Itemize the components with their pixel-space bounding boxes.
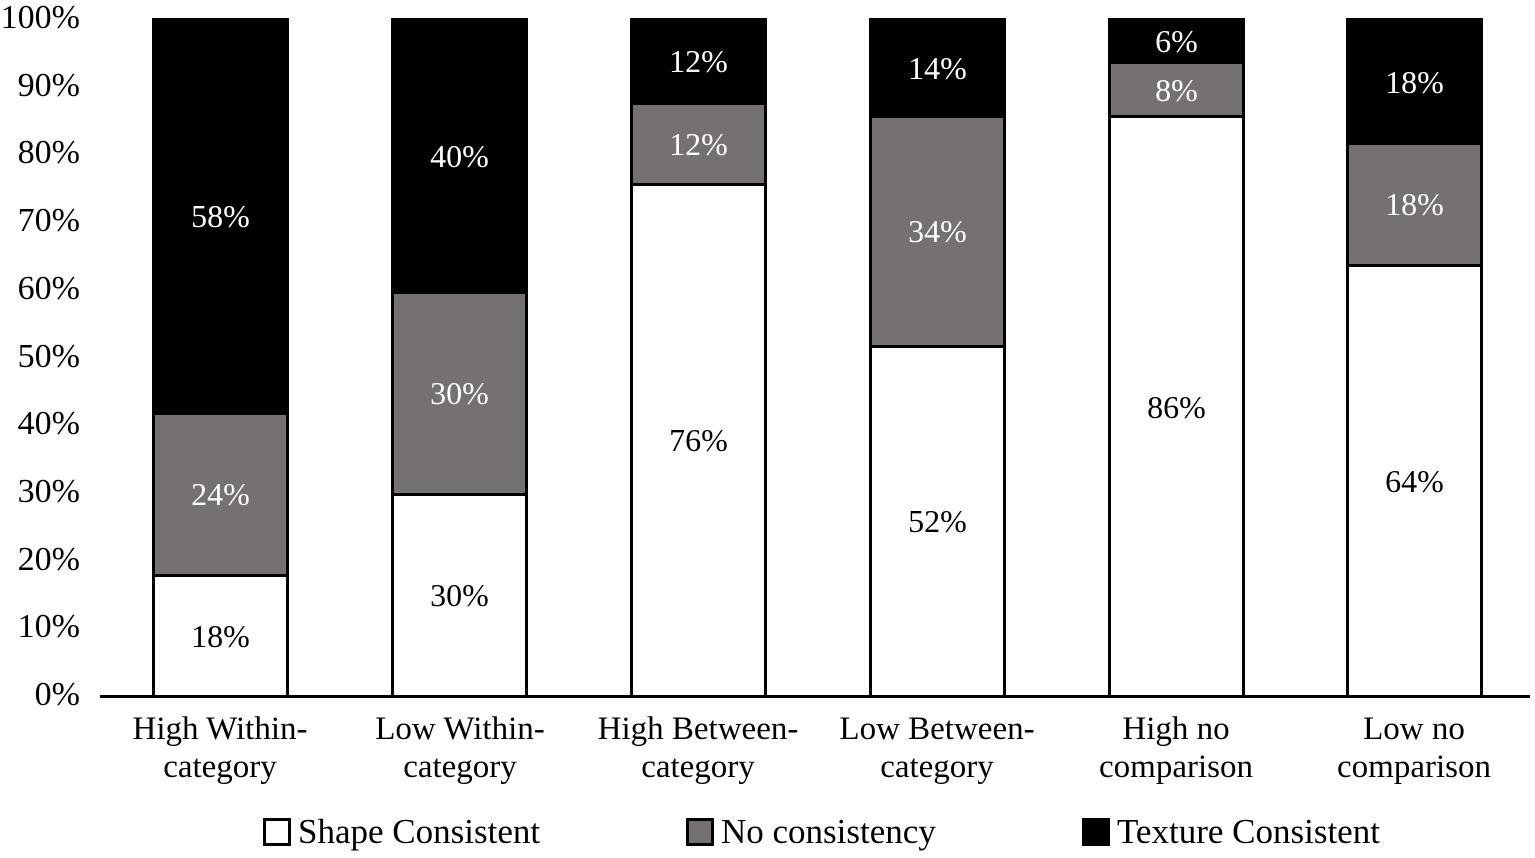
y-axis-tick-label: 20% xyxy=(17,540,80,578)
segment-value-label: 12% xyxy=(669,43,728,80)
y-axis-tick-label: 30% xyxy=(17,472,80,510)
bar-segment-shape-consistent: 76% xyxy=(633,182,764,695)
legend: Shape Consistent No consistency Texture Co… xyxy=(0,814,1535,858)
y-axis-tick-label: 70% xyxy=(17,202,80,240)
bar-segment-shape-consistent: 86% xyxy=(1111,115,1242,695)
category-label-line: Low Within- xyxy=(375,711,545,747)
segment-value-label: 40% xyxy=(430,137,489,174)
category-label-line: category xyxy=(163,749,277,785)
bar-segment-no-consistency: 8% xyxy=(1111,61,1242,116)
legend-item-shape-consistent: Shape Consistent xyxy=(263,814,540,849)
legend-label: Shape Consistent xyxy=(298,812,541,851)
bar-segment-texture-consistent: 40% xyxy=(394,21,525,291)
bar-segment-no-consistency: 24% xyxy=(155,411,286,574)
segment-value-label: 34% xyxy=(908,213,967,250)
plot-area: 58% 24% 18% 40% 30% 30% 12% 12% 76% 14% 34% 52% 6% 8%… xyxy=(100,18,1530,698)
y-axis-tick-label: 0% xyxy=(34,676,80,713)
y-axis-tick-label: 10% xyxy=(17,608,80,646)
y-axis-tick-label: 100% xyxy=(0,0,80,36)
category-label-low-between-category: Low Between-category xyxy=(807,710,1067,786)
bar-segment-no-consistency: 34% xyxy=(872,115,1003,345)
category-label-high-no-comparison: High no comparison xyxy=(1046,710,1306,786)
category-label-line: comparison xyxy=(1337,749,1491,785)
segment-value-label: 52% xyxy=(908,503,967,540)
y-axis-tick-label: 80% xyxy=(17,134,80,172)
legend-swatch-no-consistency xyxy=(686,817,714,846)
bar-low-no-comparison: 18% 18% 64% xyxy=(1346,18,1483,698)
x-axis-line xyxy=(100,695,1530,698)
y-axis: 0% 10% 20% 30% 40% 50% 60% 70% 80% 90% 100% xyxy=(0,1,80,712)
legend-label: Texture Consistent xyxy=(1117,812,1380,851)
segment-value-label: 76% xyxy=(669,422,728,459)
bar-segment-texture-consistent: 14% xyxy=(872,21,1003,116)
segment-value-label: 18% xyxy=(1385,63,1444,100)
legend-item-no-consistency: No consistency xyxy=(686,814,936,849)
legend-swatch-shape-consistent xyxy=(263,817,291,846)
bar-segment-no-consistency: 18% xyxy=(1349,142,1480,264)
bar-segment-shape-consistent: 64% xyxy=(1349,263,1480,695)
bar-segment-shape-consistent: 30% xyxy=(394,492,525,695)
y-axis-tick-label: 50% xyxy=(17,337,80,375)
category-label-line: category xyxy=(641,749,755,785)
segment-value-label: 14% xyxy=(908,50,967,87)
y-axis-tick-label: 60% xyxy=(17,269,80,307)
segment-value-label: 18% xyxy=(1385,186,1444,223)
legend-item-texture-consistent: Texture Consistent xyxy=(1082,814,1380,849)
segment-value-label: 6% xyxy=(1155,23,1198,60)
category-label-line: category xyxy=(403,749,517,785)
category-label-line: Low no xyxy=(1363,711,1465,747)
segment-value-label: 30% xyxy=(430,375,489,412)
category-label-low-within-category: Low Within-category xyxy=(330,710,590,786)
category-label-line: category xyxy=(880,749,994,785)
y-axis-tick-label: 40% xyxy=(17,405,80,443)
legend-swatch-texture-consistent xyxy=(1082,817,1110,846)
bar-segment-texture-consistent: 58% xyxy=(155,21,286,412)
bar-segment-no-consistency: 30% xyxy=(394,290,525,493)
segment-value-label: 8% xyxy=(1155,71,1198,108)
bar-segment-no-consistency: 12% xyxy=(633,101,764,183)
segment-value-label: 18% xyxy=(191,617,250,654)
bar-high-between-category: 12% 12% 76% xyxy=(630,18,767,698)
segment-value-label: 58% xyxy=(191,198,250,235)
segment-value-label: 24% xyxy=(191,476,250,513)
category-label-line: High Between- xyxy=(597,711,799,747)
bar-segment-texture-consistent: 18% xyxy=(1349,21,1480,143)
x-axis-labels: High Within-category Low Within-category H… xyxy=(0,710,1535,794)
bar-segment-shape-consistent: 18% xyxy=(155,573,286,695)
segment-value-label: 86% xyxy=(1147,388,1206,425)
category-label-line: High Within- xyxy=(132,711,308,747)
y-axis-tick-label: 90% xyxy=(17,66,80,104)
segment-value-label: 64% xyxy=(1385,462,1444,499)
bar-high-no-comparison: 6% 8% 86% xyxy=(1108,18,1245,698)
bar-low-between-category: 14% 34% 52% xyxy=(869,18,1006,698)
category-label-low-no-comparison: Low no comparison xyxy=(1284,710,1535,786)
category-label-line: comparison xyxy=(1099,749,1253,785)
category-label-high-within-category: High Within-category xyxy=(90,710,350,786)
segment-value-label: 12% xyxy=(669,125,728,162)
bar-segment-shape-consistent: 52% xyxy=(872,344,1003,695)
bar-segment-texture-consistent: 12% xyxy=(633,21,764,102)
category-label-line: Low Between- xyxy=(839,711,1035,747)
category-label-line: High no xyxy=(1122,711,1230,747)
category-label-high-between-category: High Between-category xyxy=(568,710,828,786)
bar-high-within-category: 58% 24% 18% xyxy=(152,18,289,698)
legend-label: No consistency xyxy=(721,812,936,851)
bar-segment-texture-consistent: 6% xyxy=(1111,21,1242,62)
bar-low-within-category: 40% 30% 30% xyxy=(391,18,528,698)
segment-value-label: 30% xyxy=(430,577,489,614)
